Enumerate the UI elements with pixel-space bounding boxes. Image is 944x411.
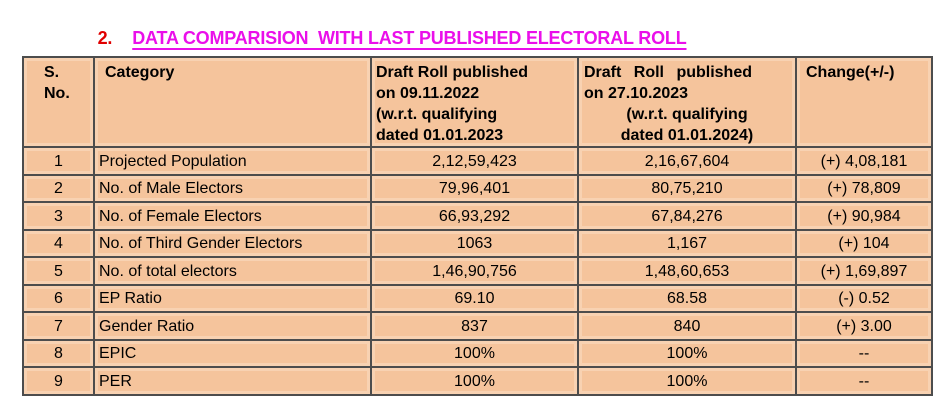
cell-draft-2023: 2,16,67,604 bbox=[577, 146, 797, 176]
cell-category: Gender Ratio bbox=[93, 311, 372, 341]
cell-category: No. of Male Electors bbox=[93, 173, 372, 204]
table-row: 4 No. of Third Gender Electors 1063 1,16… bbox=[22, 228, 933, 259]
table-header: S. No. Category Draft Roll published on … bbox=[22, 55, 933, 149]
cell-draft-2022: 837 bbox=[370, 311, 579, 341]
cell-sno: 4 bbox=[22, 228, 95, 259]
header-draft23-line2: on 27.10.2023 bbox=[584, 85, 689, 103]
table-row: 2 No. of Male Electors 79,96,401 80,75,2… bbox=[22, 173, 933, 204]
cell-sno: 5 bbox=[22, 256, 95, 286]
cell-draft-2023: 840 bbox=[577, 311, 797, 341]
cell-change: (+) 3.00 bbox=[795, 311, 933, 341]
cell-draft-2023: 100% bbox=[577, 338, 797, 369]
cell-sno: 3 bbox=[22, 201, 95, 231]
table-row: 1 Projected Population 2,12,59,423 2,16,… bbox=[22, 146, 933, 176]
cell-change: (+) 90,984 bbox=[795, 201, 933, 231]
cell-change: -- bbox=[795, 366, 933, 396]
section-number: 2. bbox=[97, 28, 113, 48]
cell-category: EP Ratio bbox=[93, 283, 372, 314]
cell-sno: 2 bbox=[22, 173, 95, 204]
cell-sno: 6 bbox=[22, 283, 95, 314]
cell-draft-2022: 100% bbox=[370, 366, 579, 396]
header-draft23-line3: (w.r.t. qualifying bbox=[626, 106, 748, 124]
cell-draft-2022: 1,46,90,756 bbox=[370, 256, 579, 286]
electoral-roll-comparison-table: S. No. Category Draft Roll published on … bbox=[22, 55, 933, 396]
cell-category: EPIC bbox=[93, 338, 372, 369]
cell-category: PER bbox=[93, 366, 372, 396]
cell-draft-2022: 66,93,292 bbox=[370, 201, 579, 231]
cell-change: (+) 104 bbox=[795, 228, 933, 259]
header-draft22-line3: (w.r.t. qualifying bbox=[376, 106, 498, 124]
cell-sno: 1 bbox=[22, 146, 95, 176]
table-row: 9 PER 100% 100% -- bbox=[22, 366, 933, 396]
header-draft-roll-2023: Draft Roll published on 27.10.2023 (w.r.… bbox=[577, 55, 797, 149]
cell-draft-2023: 68.58 bbox=[577, 283, 797, 314]
cell-category: No. of total electors bbox=[93, 256, 372, 286]
cell-change: -- bbox=[795, 338, 933, 369]
table-row: 7 Gender Ratio 837 840 (+) 3.00 bbox=[22, 311, 933, 341]
cell-draft-2023: 1,167 bbox=[577, 228, 797, 259]
header-draft23-line4: dated 01.01.2024) bbox=[620, 127, 754, 145]
header-draft22-line1: Draft Roll published bbox=[376, 64, 528, 81]
header-serial-line1: S. bbox=[44, 64, 60, 81]
cell-category: No. of Third Gender Electors bbox=[93, 228, 372, 259]
header-serial-number: S. No. bbox=[22, 55, 95, 149]
header-serial-line2: No. bbox=[44, 85, 70, 103]
header-category: Category bbox=[93, 55, 372, 149]
table-row: 5 No. of total electors 1,46,90,756 1,48… bbox=[22, 256, 933, 286]
header-row: S. No. Category Draft Roll published on … bbox=[22, 55, 933, 149]
cell-category: No. of Female Electors bbox=[93, 201, 372, 231]
header-draft-roll-2022: Draft Roll published on 09.11.2022 (w.r.… bbox=[370, 55, 579, 149]
cell-draft-2023: 1,48,60,653 bbox=[577, 256, 797, 286]
cell-sno: 8 bbox=[22, 338, 95, 369]
header-draft22-line4: dated 01.01.2023 bbox=[376, 127, 504, 145]
cell-draft-2023: 80,75,210 bbox=[577, 173, 797, 204]
cell-sno: 9 bbox=[22, 366, 95, 396]
cell-draft-2023: 100% bbox=[577, 366, 797, 396]
cell-draft-2022: 2,12,59,423 bbox=[370, 146, 579, 176]
cell-sno: 7 bbox=[22, 311, 95, 341]
cell-change: (+) 4,08,181 bbox=[795, 146, 933, 176]
header-draft22-line2: on 09.11.2022 bbox=[376, 85, 480, 103]
cell-change: (+) 78,809 bbox=[795, 173, 933, 204]
cell-draft-2023: 67,84,276 bbox=[577, 201, 797, 231]
cell-draft-2022: 79,96,401 bbox=[370, 173, 579, 204]
table-row: 3 No. of Female Electors 66,93,292 67,84… bbox=[22, 201, 933, 231]
cell-category: Projected Population bbox=[93, 146, 372, 176]
header-draft23-line1: Draft Roll published bbox=[584, 64, 752, 81]
cell-change: (-) 0.52 bbox=[795, 283, 933, 314]
cell-change: (+) 1,69,897 bbox=[795, 256, 933, 286]
cell-draft-2022: 1063 bbox=[370, 228, 579, 259]
section-title-text: DATA COMPARISION WITH LAST PUBLISHED ELE… bbox=[132, 28, 687, 48]
cell-draft-2022: 69.10 bbox=[370, 283, 579, 314]
table-row: 6 EP Ratio 69.10 68.58 (-) 0.52 bbox=[22, 283, 933, 314]
table-body: 1 Projected Population 2,12,59,423 2,16,… bbox=[22, 146, 933, 396]
section-title: 2. DATA COMPARISION WITH LAST PUBLISHED E… bbox=[88, 7, 687, 49]
table-row: 8 EPIC 100% 100% -- bbox=[22, 338, 933, 369]
header-change: Change(+/-) bbox=[795, 55, 933, 149]
cell-draft-2022: 100% bbox=[370, 338, 579, 369]
